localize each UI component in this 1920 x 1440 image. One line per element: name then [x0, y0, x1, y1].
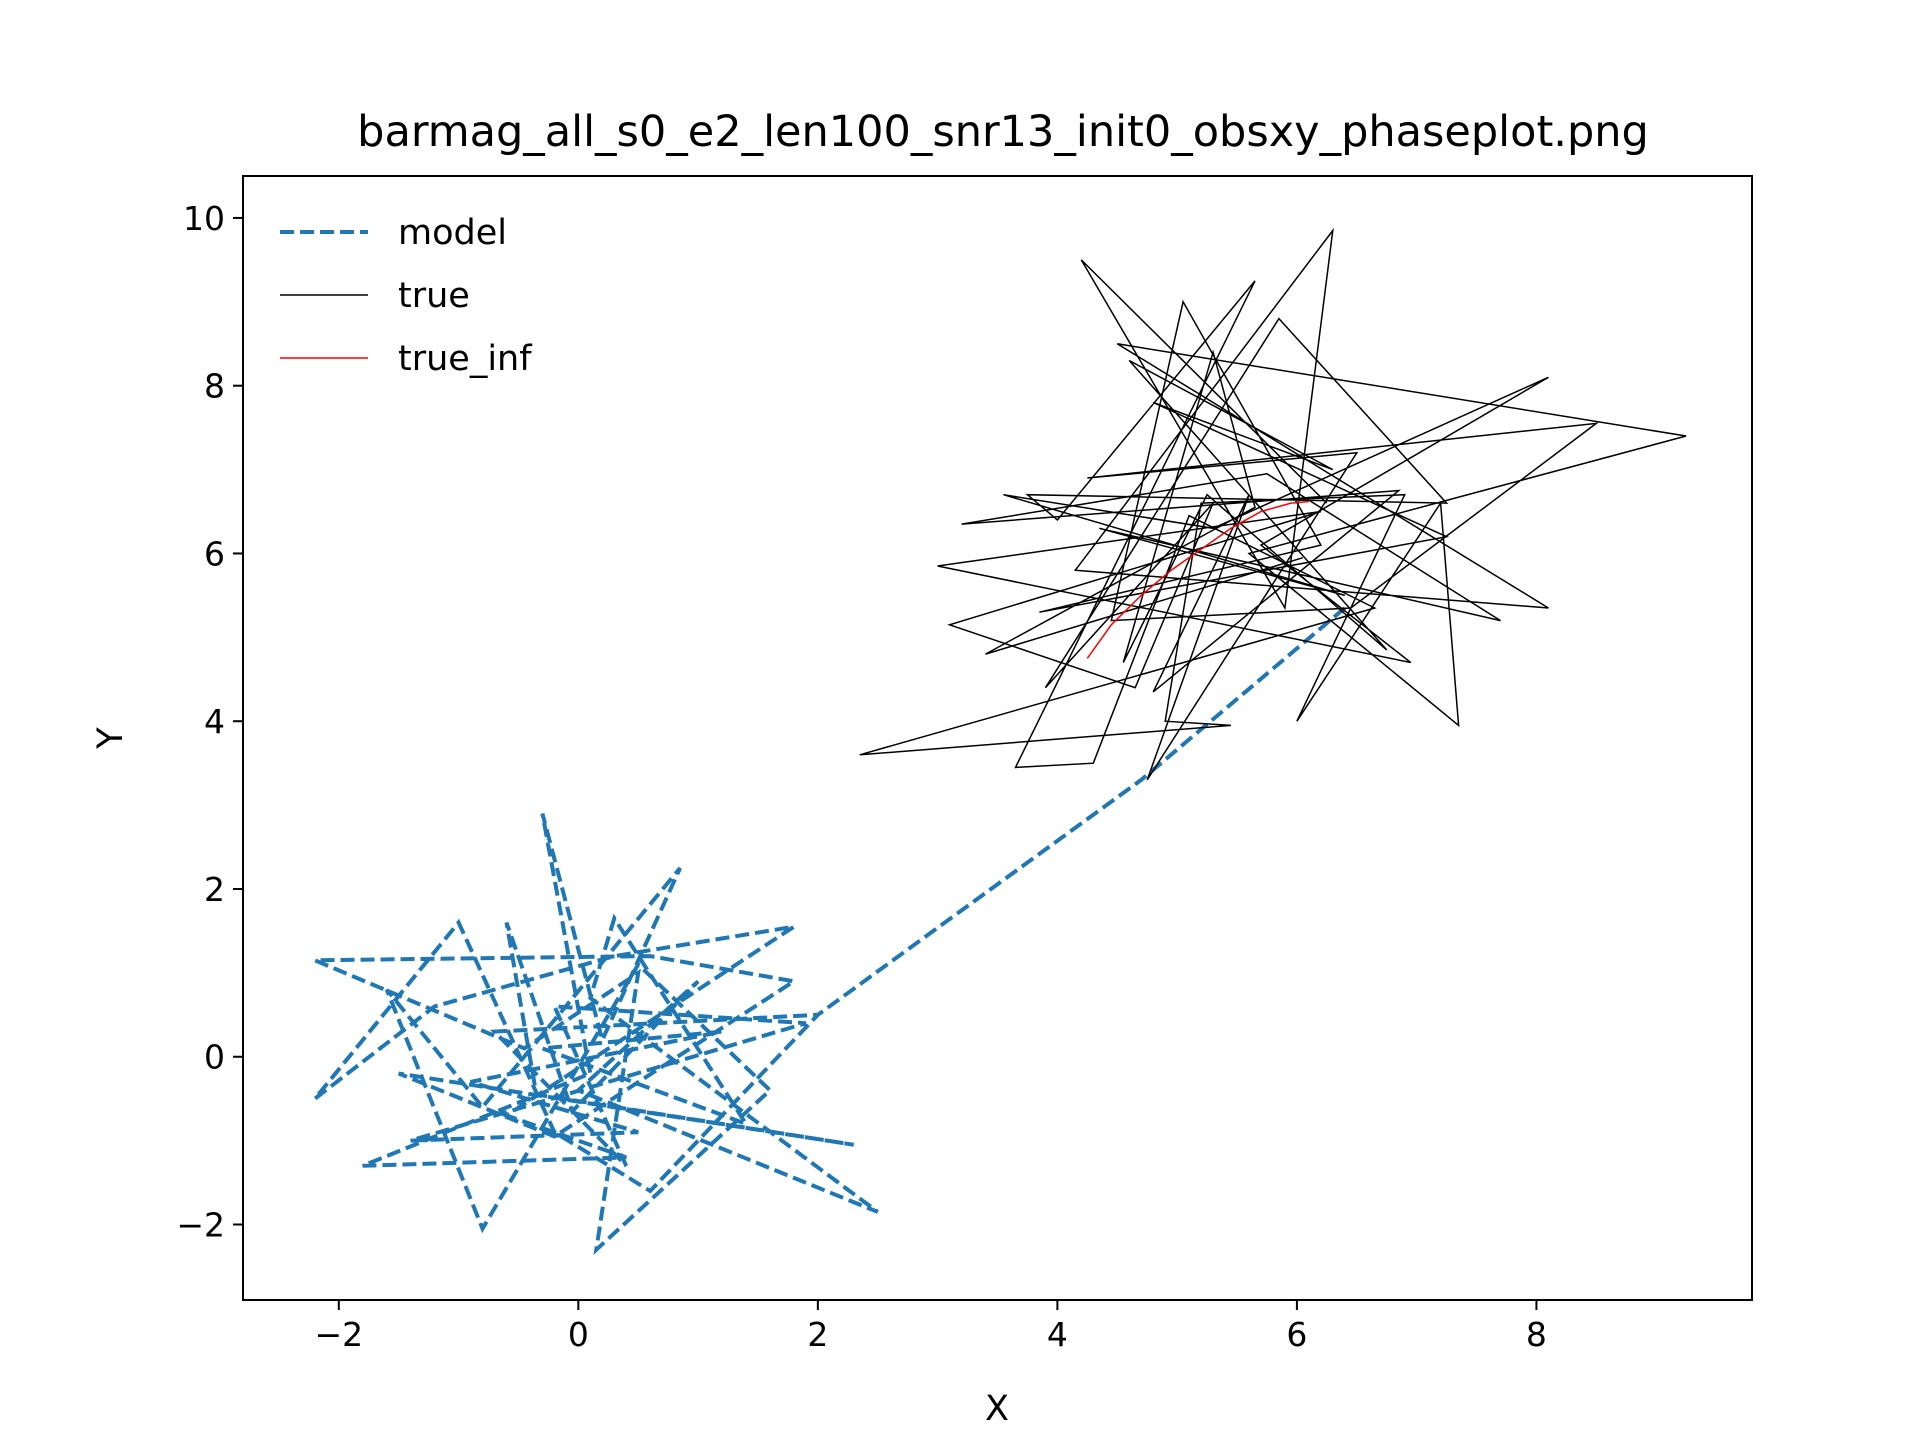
- axis-ticks: −2 0 2 4 6 8 −2 0 2 4 6 8 10: [176, 199, 1547, 1354]
- series-line-model: [313, 606, 1347, 1256]
- x-axis-label: X: [985, 1389, 1009, 1429]
- x-tick-label: 8: [1526, 1315, 1547, 1354]
- y-tick-label: −2: [176, 1206, 225, 1245]
- x-tick-label: −2: [314, 1315, 363, 1354]
- plot-area: [313, 227, 1687, 1256]
- series-line-true: [859, 227, 1687, 781]
- x-tick-label: 0: [568, 1315, 589, 1354]
- x-tick-label: 4: [1047, 1315, 1068, 1354]
- y-axis-label: Y: [91, 727, 131, 750]
- legend-label-model: model: [398, 213, 507, 253]
- series-line-true-inf: [1086, 500, 1309, 659]
- chart-title: barmag_all_s0_e2_len100_snr13_init0_obsx…: [357, 107, 1649, 157]
- legend-label-true-inf: true_inf: [398, 339, 532, 379]
- y-tick-label: 2: [204, 870, 225, 909]
- y-tick-label: 10: [183, 199, 225, 238]
- legend: model true true_inf: [280, 213, 532, 379]
- y-tick-label: 6: [204, 534, 225, 573]
- y-tick-label: 0: [204, 1038, 225, 1077]
- y-tick-label: 4: [204, 702, 225, 741]
- legend-label-true: true: [398, 276, 470, 316]
- x-tick-label: 6: [1286, 1315, 1307, 1354]
- x-tick-label: 2: [807, 1315, 828, 1354]
- axes-frame: [242, 175, 1753, 1301]
- y-tick-label: 8: [204, 367, 225, 406]
